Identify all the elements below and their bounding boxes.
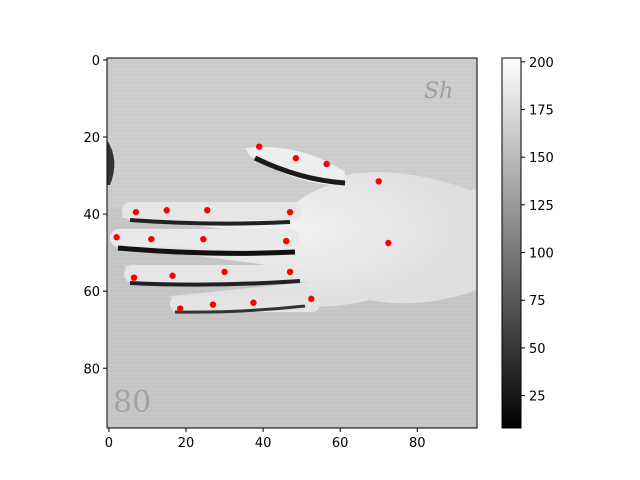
keypoint [323,160,330,168]
x-tick-label: 20 [178,436,195,451]
x-tick-label: 80 [409,436,426,451]
keypoint [132,208,140,216]
keypoint [286,208,294,216]
image-frame [106,57,478,429]
keypoint [113,234,120,241]
keypoint [385,239,392,247]
colorbar-ticks: 25 50 75 100 125 150 175 200 [521,56,554,405]
y-tick-label: 80 [83,362,100,377]
x-tick-label: 0 [105,436,113,451]
colorbar [501,57,522,429]
keypoint [148,235,155,243]
axis-ticks: 0 20 40 60 80 0 20 40 60 80 [83,54,425,451]
colorbar-tick-label: 100 [529,247,554,262]
keypoint [209,301,217,308]
colorbar-tick-label: 175 [529,103,554,118]
keypoint [169,272,176,279]
keypoint [221,268,228,276]
colorbar-tick-label: 200 [529,56,554,71]
image-text-sh: Sh [424,79,453,104]
keypoint [204,207,211,214]
keypoint [292,155,300,162]
x-tick-label: 60 [332,436,349,451]
y-tick-label: 40 [83,208,100,223]
colorbar-tick-label: 150 [529,151,554,166]
keypoint [177,305,184,312]
keypoint [256,143,263,150]
x-tick-label: 40 [255,436,272,451]
keypoint [130,274,138,281]
keypoints [113,143,392,312]
y-tick-label: 20 [83,131,100,146]
keypoint [163,207,170,214]
colorbar-tick-label: 75 [529,294,546,309]
keypoint [250,299,257,306]
colorbar-tick-label: 50 [529,342,546,357]
colorbar-tick-label: 125 [529,199,554,214]
hand-image: Sh 80 [107,58,477,428]
image-text-80: 80 [113,385,151,420]
keypoint [308,295,315,303]
keypoint [375,178,382,185]
keypoint [200,235,207,243]
keypoint [283,237,290,245]
y-tick-label: 60 [83,285,100,300]
colorbar-tick-label: 25 [529,390,546,405]
y-tick-label: 0 [92,54,100,69]
keypoint [286,268,294,276]
